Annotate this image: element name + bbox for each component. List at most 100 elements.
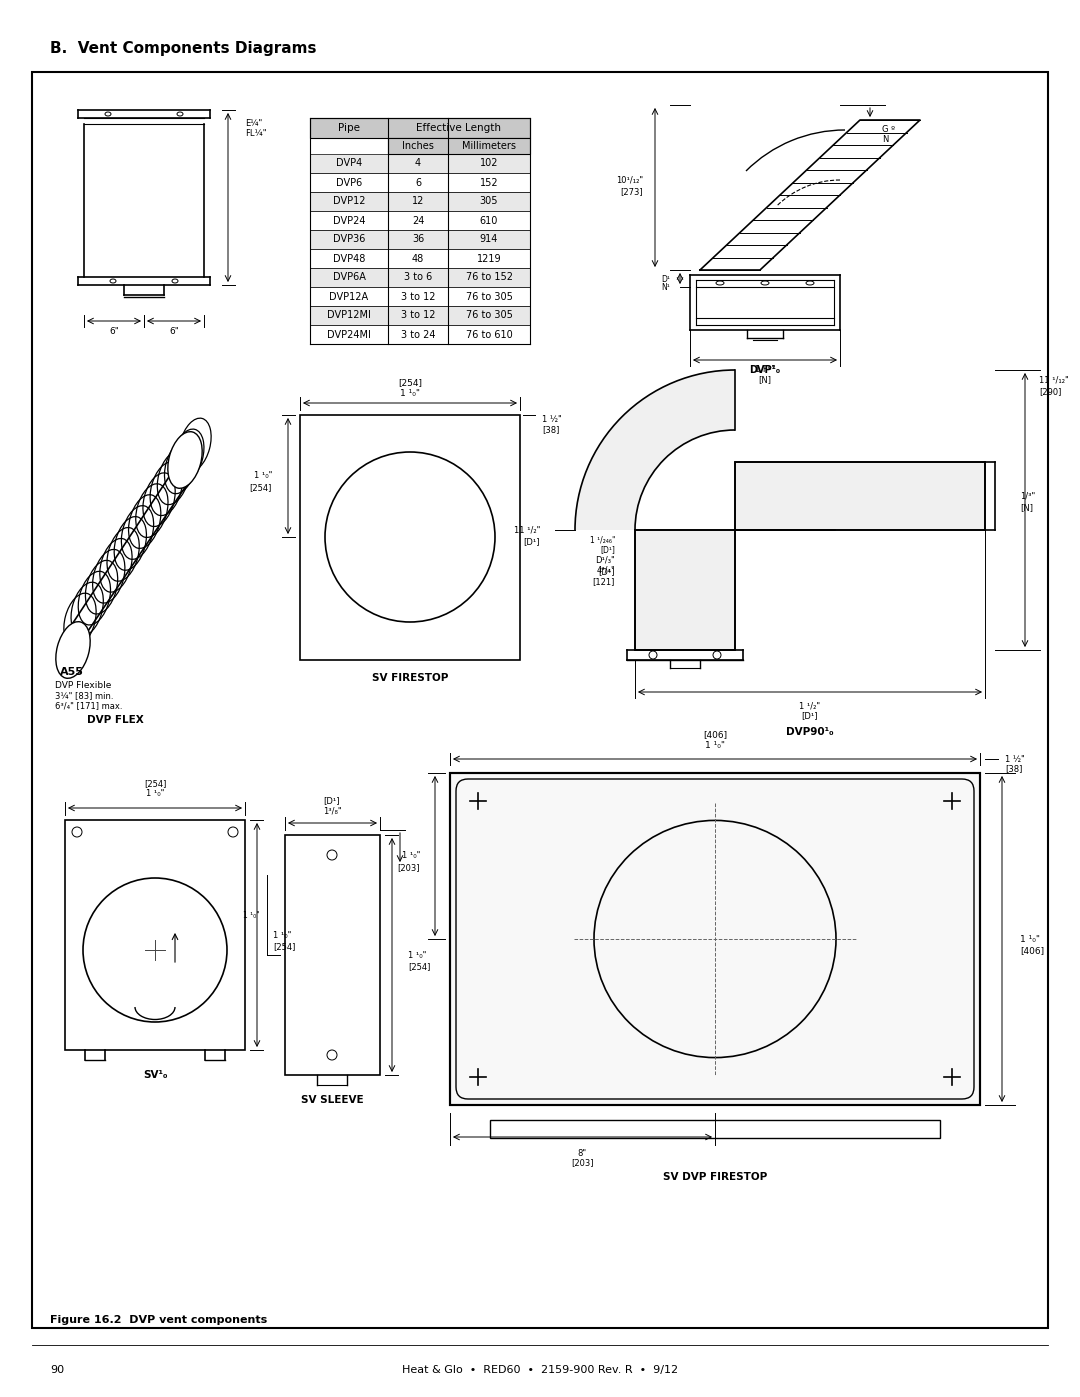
Text: [406]: [406] bbox=[703, 731, 727, 739]
Wedge shape bbox=[575, 370, 735, 529]
Text: 3¼" [83] min.: 3¼" [83] min. bbox=[55, 692, 113, 700]
Text: [254]: [254] bbox=[144, 780, 166, 788]
Text: G º: G º bbox=[882, 126, 895, 134]
Bar bbox=[450, 773, 980, 1105]
Text: D¹: D¹ bbox=[661, 274, 670, 284]
Text: [203]: [203] bbox=[570, 1158, 593, 1168]
Text: 1³/₈": 1³/₈" bbox=[323, 806, 341, 816]
Bar bbox=[310, 306, 530, 326]
Text: 4³/₄": 4³/₄" bbox=[596, 566, 615, 574]
Text: DVP12: DVP12 bbox=[333, 197, 365, 207]
Bar bbox=[635, 529, 735, 650]
Text: [254]: [254] bbox=[399, 379, 422, 387]
Text: 102: 102 bbox=[480, 158, 498, 169]
Bar bbox=[65, 820, 245, 1051]
Text: DVP6: DVP6 bbox=[336, 177, 362, 187]
Text: 3 to 24: 3 to 24 bbox=[401, 330, 435, 339]
Text: N: N bbox=[882, 136, 889, 144]
Text: 3 to 12: 3 to 12 bbox=[401, 292, 435, 302]
Text: 76 to 152: 76 to 152 bbox=[465, 272, 513, 282]
Text: [290]: [290] bbox=[1039, 387, 1062, 397]
Text: [273]: [273] bbox=[620, 187, 643, 197]
Text: 1 ¹₀": 1 ¹₀" bbox=[400, 388, 420, 398]
Text: 11 ¹/₁₂": 11 ¹/₁₂" bbox=[1039, 376, 1069, 384]
Text: N¹: N¹ bbox=[661, 284, 670, 292]
Text: SV¹₀: SV¹₀ bbox=[143, 1070, 167, 1080]
Text: 914: 914 bbox=[480, 235, 498, 244]
Text: 3 to 12: 3 to 12 bbox=[401, 310, 435, 320]
Bar bbox=[635, 529, 735, 650]
Bar bbox=[310, 286, 530, 306]
Text: 1 ¹₀": 1 ¹₀" bbox=[254, 472, 272, 481]
Text: 6": 6" bbox=[109, 327, 119, 337]
Ellipse shape bbox=[761, 281, 769, 285]
Bar bbox=[450, 773, 980, 1105]
Text: FL¼": FL¼" bbox=[245, 130, 267, 138]
Text: 152: 152 bbox=[480, 177, 498, 187]
Bar bbox=[32, 73, 1048, 1329]
Text: DVP12A: DVP12A bbox=[329, 292, 368, 302]
Text: 1 ½": 1 ½" bbox=[1005, 754, 1025, 764]
Text: DVP Flexible: DVP Flexible bbox=[55, 680, 111, 690]
Text: E¼": E¼" bbox=[245, 120, 262, 129]
Text: 11 ¹/₂": 11 ¹/₂" bbox=[514, 525, 540, 535]
Text: [254]: [254] bbox=[273, 943, 295, 951]
Bar bbox=[310, 211, 530, 231]
Ellipse shape bbox=[716, 281, 724, 285]
Bar bbox=[310, 154, 530, 173]
Ellipse shape bbox=[110, 279, 116, 284]
Text: Heat & Glo  •  RED60  •  2159-900 Rev. R  •  9/12: Heat & Glo • RED60 • 2159-900 Rev. R • 9… bbox=[402, 1365, 678, 1375]
Bar bbox=[310, 268, 530, 286]
Text: 1 ¹₀": 1 ¹₀" bbox=[243, 911, 260, 919]
Bar bbox=[310, 173, 530, 191]
Text: 10¹/₁₂": 10¹/₁₂" bbox=[616, 176, 643, 184]
Text: DVP48: DVP48 bbox=[333, 253, 365, 264]
Text: 1 ¹₀": 1 ¹₀" bbox=[273, 930, 292, 940]
Ellipse shape bbox=[177, 112, 183, 116]
Text: [38]: [38] bbox=[542, 426, 559, 434]
Text: Pipe: Pipe bbox=[338, 123, 360, 133]
Text: [203]: [203] bbox=[397, 863, 420, 873]
Text: 6": 6" bbox=[170, 327, 179, 337]
Ellipse shape bbox=[167, 432, 202, 489]
Bar bbox=[310, 191, 530, 211]
Text: [38]: [38] bbox=[1005, 764, 1023, 774]
Text: DVP4: DVP4 bbox=[336, 158, 362, 169]
Text: [D¹]: [D¹] bbox=[801, 711, 819, 721]
Text: DVP24MI: DVP24MI bbox=[327, 330, 370, 339]
Text: 1 ¹₀": 1 ¹₀" bbox=[146, 789, 164, 799]
Bar bbox=[310, 249, 530, 268]
Text: 76 to 305: 76 to 305 bbox=[465, 292, 512, 302]
Text: [D¹]: [D¹] bbox=[598, 567, 615, 577]
Text: [406]: [406] bbox=[1020, 947, 1044, 956]
Text: SV DVP FIRESTOP: SV DVP FIRESTOP bbox=[663, 1172, 767, 1182]
Text: 1/³": 1/³" bbox=[1020, 492, 1036, 500]
Text: 76 to 610: 76 to 610 bbox=[465, 330, 512, 339]
Text: B.  Vent Components Diagrams: B. Vent Components Diagrams bbox=[50, 41, 316, 56]
Text: DVP¹₀: DVP¹₀ bbox=[750, 365, 781, 374]
Bar bbox=[735, 462, 985, 529]
Bar bbox=[388, 138, 530, 154]
Text: 76 to 305: 76 to 305 bbox=[465, 310, 512, 320]
Text: DVP12MI: DVP12MI bbox=[327, 310, 370, 320]
Text: DVP FLEX: DVP FLEX bbox=[86, 715, 144, 725]
Text: Effective Length: Effective Length bbox=[417, 123, 501, 133]
Text: 1 ¹₀": 1 ¹₀" bbox=[402, 852, 420, 861]
Text: SV SLEEVE: SV SLEEVE bbox=[300, 1095, 363, 1105]
Text: Millimeters: Millimeters bbox=[462, 141, 516, 151]
Text: 8": 8" bbox=[578, 1148, 586, 1158]
Text: 1 ¹₀": 1 ¹₀" bbox=[1020, 935, 1040, 943]
Text: 1219: 1219 bbox=[476, 253, 501, 264]
Text: 6³/₄" [171] max.: 6³/₄" [171] max. bbox=[55, 701, 122, 711]
Ellipse shape bbox=[806, 281, 814, 285]
Text: 24: 24 bbox=[411, 215, 424, 225]
Text: D¹/₃": D¹/₃" bbox=[595, 556, 615, 564]
Text: 610: 610 bbox=[480, 215, 498, 225]
Text: 48: 48 bbox=[411, 253, 424, 264]
Text: 1 ¹₀": 1 ¹₀" bbox=[705, 740, 725, 750]
Bar bbox=[310, 326, 530, 344]
Text: [D¹]: [D¹] bbox=[524, 538, 540, 546]
Text: DVP24: DVP24 bbox=[333, 215, 365, 225]
Bar bbox=[735, 462, 985, 529]
Text: 1 ¹/₂": 1 ¹/₂" bbox=[799, 701, 821, 711]
